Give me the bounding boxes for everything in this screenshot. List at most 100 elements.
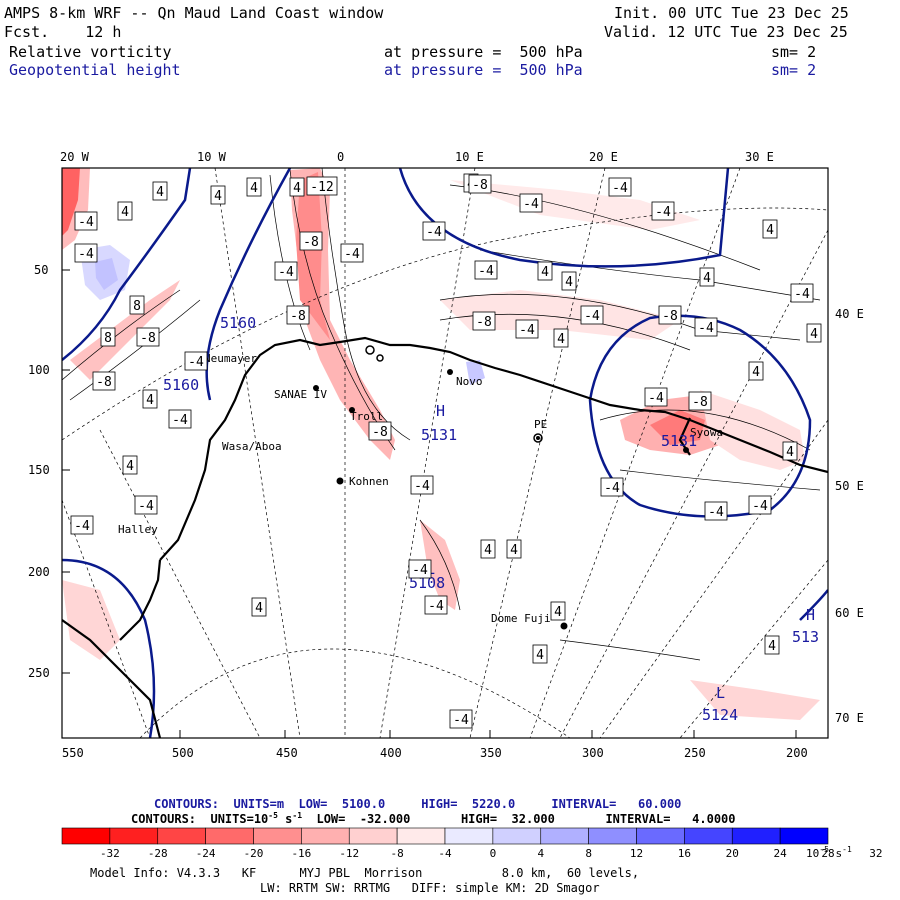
vorticity-label: -4 [172, 413, 188, 428]
x-axis-label: 350 [480, 746, 502, 760]
vorticity-label-box [422, 221, 446, 241]
vorticity-label: 4 [768, 639, 776, 654]
vorticity-label-box [561, 271, 577, 291]
vorticity-label: -4 [648, 391, 664, 406]
station-label: Wasa/Aboa [222, 440, 282, 453]
x-axis-label: 550 [62, 746, 84, 760]
high-marker: H [436, 402, 445, 420]
x-axis-label: 450 [276, 746, 298, 760]
vorticity-label-box [299, 231, 323, 251]
vorticity-label: -8 [96, 375, 112, 390]
model-info: Model Info: V4.3.3 KF MYJ PBL Morrison 8… [90, 866, 640, 880]
vorticity-label: -4 [752, 499, 768, 514]
vorticity-label: -12 [310, 180, 333, 195]
vorticity-label: -4 [708, 505, 724, 520]
vorticity-label-box [136, 327, 160, 347]
vorticity-label: -4 [612, 181, 628, 196]
station-label: Syowa [690, 426, 723, 439]
vorticity-label: -4 [78, 215, 94, 230]
vorticity-label-box [468, 174, 492, 194]
vorticity-label-box [550, 601, 566, 621]
lon-label-top: 30 E [745, 150, 774, 164]
vorticity-label: -8 [472, 178, 488, 193]
colorbar-label: 24 [774, 847, 788, 860]
vorticity-label: 4 [565, 275, 573, 290]
vorticity-label-box [553, 328, 569, 348]
vorticity-label-box [480, 539, 496, 559]
vorticity-label: -4 [523, 197, 539, 212]
vorticity-label-box [704, 501, 728, 521]
colorbar [61, 827, 829, 845]
vorticity-label: -4 [655, 205, 671, 220]
map-title: AMPS 8-km WRF -- Qn Maud Land Coast wind… [4, 4, 384, 22]
vorticity-label-box [306, 176, 338, 196]
model-info-2: LW: RRTM SW: RRTMG DIFF: simple KM: 2D S… [260, 881, 600, 895]
colorbar-label: 4 [537, 847, 544, 860]
height-label: 5131 [661, 432, 697, 450]
x-axis-label: 250 [684, 746, 706, 760]
vorticity-label: -4 [604, 481, 620, 496]
x-axis-label: 400 [380, 746, 402, 760]
colorbar-swatch [253, 827, 302, 845]
colorbar-label: 12 [630, 847, 643, 860]
lon-label-top: 20 E [589, 150, 618, 164]
vorticity-label: -8 [303, 235, 319, 250]
vorticity-label: -8 [372, 425, 388, 440]
colorbar-label: -24 [196, 847, 216, 860]
station-label: Halley [118, 523, 158, 536]
colorbar-units: 10-5 s-1 [806, 845, 852, 860]
graticule [62, 168, 828, 738]
init-time: Init. 00 UTC Tue 23 Dec 25 [614, 4, 849, 22]
vorticity-label-box [748, 361, 764, 381]
vorticity-label-box [117, 201, 133, 221]
colorbar-swatch [301, 827, 350, 845]
height-label: 5124 [702, 706, 738, 724]
colorbar-label: 28 [821, 847, 834, 860]
vorticity-label-box [694, 317, 718, 337]
vorticity-label: 4 [293, 181, 301, 196]
vorticity-label: -4 [426, 225, 442, 240]
vorticity-label: 4 [484, 543, 492, 558]
vorticity-label: 4 [126, 459, 134, 474]
vorticity-label-box [246, 177, 262, 197]
colorbar-swatch [636, 827, 685, 845]
vorticity-label: -4 [519, 323, 535, 338]
vorticity-label-box [748, 495, 772, 515]
station-label: Neumayer [204, 352, 257, 365]
y-axis-label: 50 [34, 263, 48, 277]
y-axis-label: 200 [28, 565, 50, 579]
vorticity-label: -4 [794, 287, 810, 302]
vorticity-label: -8 [140, 331, 156, 346]
y-axis-label: 100 [28, 363, 50, 377]
vorticity-label-box [152, 181, 168, 201]
station-label: Kohnen [349, 475, 389, 488]
field1-level: at pressure = 500 hPa [384, 43, 583, 61]
colorbar-labels: -32 -28 -24 -20 -16 -12 -8 -4 0 4 8 12 16 20 24 28 32 [100, 847, 883, 860]
vorticity-label: -4 [188, 355, 204, 370]
vorticity-label: 4 [554, 605, 562, 620]
vorticity-label-box [408, 559, 432, 579]
vorticity-label-box [600, 477, 624, 497]
x-axis-label: 300 [582, 746, 604, 760]
colorbar-label: 16 [678, 847, 691, 860]
vorticity-label: -4 [278, 265, 294, 280]
x-axis-label: 500 [172, 746, 194, 760]
vorticity-label-box [74, 211, 98, 231]
colorbar-label: -4 [438, 847, 452, 860]
vorticity-label-box [449, 709, 473, 729]
vorticity-label: 8 [104, 331, 112, 346]
vorticity-label: 4 [557, 332, 565, 347]
vorticity-label-box [506, 539, 522, 559]
x-axis-label: 200 [786, 746, 808, 760]
vorticity-label-box [519, 193, 543, 213]
vorticity-label-box [210, 185, 226, 205]
colorbar-swatch [588, 827, 637, 845]
vorticity-label: -4 [414, 479, 430, 494]
vorticity-label-box [286, 305, 310, 325]
colorbar-swatch [396, 827, 446, 845]
colorbar-label: 20 [726, 847, 739, 860]
vorticity-label: 4 [156, 185, 164, 200]
lon-label-right: 70 E [835, 711, 864, 725]
vorticity-label-box [608, 177, 632, 197]
